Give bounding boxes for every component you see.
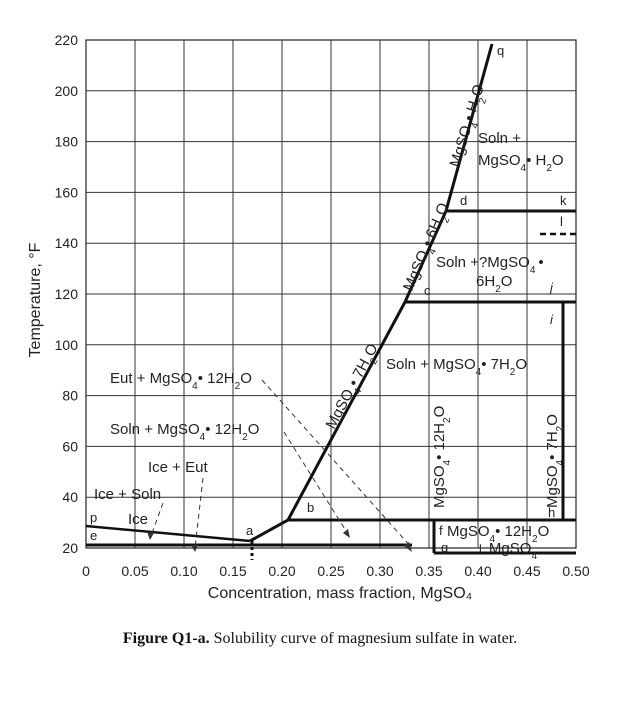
y-axis-title: Temperature, °F [27,242,44,357]
region-mix-line1: MgSO4• 12H2O [447,523,549,545]
x-tick-label: 0.40 [464,563,491,579]
point-label-f: f [439,523,443,538]
x-tick-labels: 0 0.05 0.10 0.15 0.20 0.25 0.30 0.35 0.40 0.45 0.5… [82,563,590,579]
region-ice-soln: Ice + Soln [94,486,161,503]
label-mgso4-7h2o-vertical: MgSO4• 7H2O [544,414,566,508]
y-tick-label: 120 [55,286,79,302]
point-label-l: l [560,214,563,229]
point-label-c: c [424,283,431,298]
point-label-k: k [560,193,567,208]
arrowhead-ice-eut [191,545,198,552]
y-tick-label: 140 [55,235,79,251]
region-mix-line2: + MgSO4 [476,540,537,562]
arrow-ice-soln [150,502,164,537]
arrowhead-ice-soln [147,532,154,540]
arrow-soln-12h2o [283,431,349,535]
x-tick-label: 0.50 [562,563,589,579]
pointer-arrows [150,379,413,549]
y-tick-labels: 20 40 60 80 100 120 140 160 180 200 220 [55,32,79,556]
y-tick-label: 180 [55,134,79,150]
region-soln-mgso4-7h2o: Soln + MgSO4• 7H2O [386,356,527,378]
x-tick-label: 0.35 [415,563,442,579]
label-mgso4-12h2o-vertical: MgSO4• 12H2O [431,406,453,508]
x-tick-label: 0.15 [219,563,246,579]
label-mgso4-7h2o-curve: MgSO4• 7H2O [323,341,386,434]
y-tick-label: 80 [62,388,78,404]
point-label-g: g [441,540,448,555]
caption-label: Figure Q1-a. [122,630,210,647]
y-tick-label: 220 [55,32,79,48]
grid-lines [86,40,576,548]
y-tick-label: 200 [55,83,79,99]
region-ice: Ice [128,511,148,528]
x-tick-label: 0.20 [268,563,295,579]
hexahydrate-curve-line [403,210,448,303]
region-soln-mgso4-6h2o-line2: 6H2O [476,273,512,295]
arrowhead-eut-12h2o [404,542,412,552]
region-soln-mgso4-h2o-line1: Soln + [478,130,521,147]
ice-curve-line [85,524,251,543]
point-label-a: a [246,523,254,538]
region-eut-mgso4-12h2o: Eut + MgSO4• 12H2O [110,370,252,392]
y-tick-label: 160 [55,184,79,200]
point-label-d: d [460,193,467,208]
x-tick-label: 0.30 [366,563,393,579]
point-label-q: q [497,43,504,58]
arrow-ice-eut [194,477,204,549]
point-label-h: h [548,505,555,520]
point-label-j: j [548,280,554,295]
x-tick-label: 0 [82,563,90,579]
x-axis-title: Concentration, mass fraction, MgSO₄ [208,585,472,602]
x-tick-label: 0.25 [317,563,344,579]
point-label-b: b [307,500,314,515]
point-label-i: i [550,312,554,327]
region-ice-eut: Ice + Eut [148,459,208,476]
y-tick-label: 60 [62,438,78,454]
region-soln-mgso4-h2o-line2: MgSO4• H2O [478,152,564,174]
point-label-e: e [90,528,97,543]
y-tick-label: 40 [62,489,78,505]
point-label-p: p [90,510,97,525]
phase-boundaries [85,43,576,555]
region-soln-mgso4-12h2o: Soln + MgSO4• 12H2O [110,421,259,443]
x-tick-label: 0.45 [513,563,540,579]
y-tick-label: 100 [55,337,79,353]
x-tick-label: 0.10 [170,563,197,579]
y-tick-label: 20 [62,540,78,556]
arrowhead-soln-12h2o [343,529,350,538]
arrow-heads [147,529,412,552]
arrow-eut-12h2o [261,379,413,549]
x-tick-label: 0.05 [121,563,148,579]
monohydrate-curve-line [444,43,494,212]
figure-caption: Figure Q1-a. Solubility curve of magnesi… [0,630,640,648]
label-mgso4-6h2o-curve: MgSO4• 6H2O [400,200,456,295]
region-soln-mgso4-6h2o-line1: Soln +?MgSO4 • [436,254,544,276]
caption-text: Solubility curve of magnesium sulfate in… [209,630,518,647]
